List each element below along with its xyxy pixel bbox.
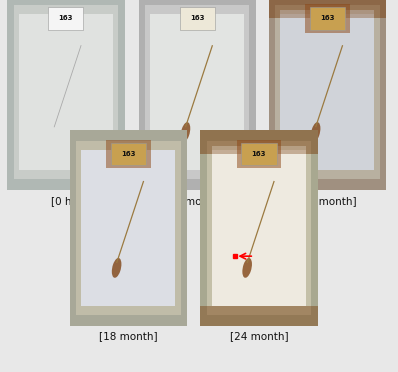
Bar	[305, 4, 350, 32]
Bar	[280, 14, 374, 170]
Text: [12 month]: [12 month]	[298, 196, 357, 206]
Bar	[236, 140, 281, 168]
Bar	[212, 150, 306, 306]
Bar	[280, 10, 374, 18]
Text: 163: 163	[190, 15, 205, 21]
Ellipse shape	[112, 258, 121, 278]
Ellipse shape	[181, 122, 190, 142]
Bar	[280, 14, 374, 170]
Bar	[76, 141, 181, 315]
Bar	[14, 5, 118, 179]
Bar	[275, 5, 380, 179]
Bar	[200, 306, 318, 326]
Bar	[212, 146, 306, 154]
Bar	[207, 141, 311, 315]
Bar	[310, 7, 345, 29]
Ellipse shape	[242, 258, 252, 278]
Bar	[111, 143, 146, 165]
Bar	[48, 7, 84, 29]
Bar	[81, 150, 176, 306]
Bar	[241, 143, 277, 165]
Ellipse shape	[311, 122, 320, 142]
Bar	[150, 14, 244, 170]
Text: [6 month]: [6 month]	[171, 196, 223, 206]
Text: [24 month]: [24 month]	[230, 331, 288, 341]
Text: 163: 163	[252, 151, 266, 157]
Bar	[19, 14, 113, 170]
Text: 163: 163	[320, 15, 335, 21]
Bar	[179, 7, 215, 29]
Bar	[269, 0, 386, 18]
Text: 163: 163	[121, 151, 136, 157]
Bar	[106, 140, 151, 168]
Text: [18 month]: [18 month]	[99, 331, 158, 341]
Bar	[145, 5, 250, 179]
Bar	[200, 130, 318, 154]
Text: [0 hr]: [0 hr]	[51, 196, 80, 206]
Text: 163: 163	[59, 15, 73, 21]
